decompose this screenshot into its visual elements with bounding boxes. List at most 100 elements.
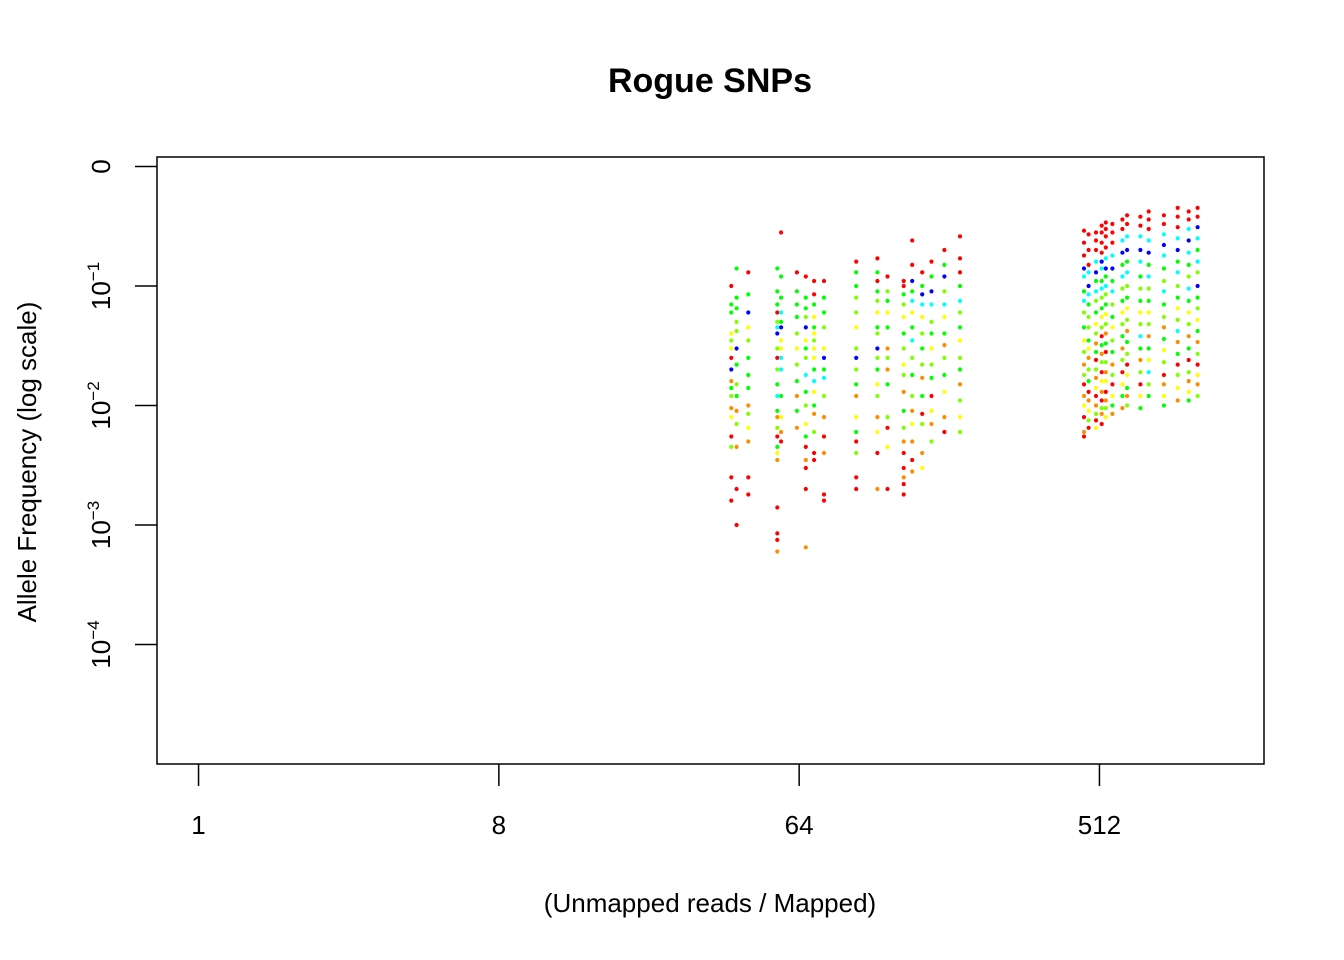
data-point bbox=[734, 486, 739, 492]
data-point bbox=[901, 283, 906, 289]
data-point bbox=[1120, 346, 1125, 351]
data-point bbox=[1195, 214, 1200, 219]
data-point bbox=[1161, 302, 1166, 307]
data-point bbox=[1138, 406, 1143, 411]
data-point bbox=[910, 298, 915, 303]
data-point bbox=[1110, 230, 1115, 235]
data-point bbox=[885, 382, 890, 387]
data-point bbox=[1086, 355, 1091, 360]
data-point bbox=[775, 531, 780, 536]
data-point bbox=[821, 367, 827, 372]
data-point bbox=[1099, 334, 1104, 339]
data-point bbox=[1099, 240, 1104, 245]
data-point bbox=[1086, 367, 1091, 372]
data-point bbox=[942, 331, 947, 336]
data-point bbox=[1125, 306, 1130, 311]
data-point bbox=[729, 393, 734, 399]
data-point bbox=[1138, 357, 1143, 363]
data-point bbox=[885, 425, 890, 430]
data-point bbox=[1195, 372, 1200, 378]
data-point bbox=[1103, 398, 1108, 403]
data-point bbox=[942, 372, 947, 378]
data-point bbox=[957, 234, 963, 239]
data-point bbox=[957, 367, 963, 372]
data-point bbox=[1125, 385, 1130, 391]
data-point bbox=[1081, 382, 1087, 387]
data-point bbox=[803, 421, 808, 427]
data-point bbox=[854, 475, 859, 480]
data-point bbox=[1099, 343, 1104, 348]
data-point bbox=[1103, 406, 1108, 411]
data-point bbox=[1110, 393, 1115, 399]
data-point bbox=[910, 372, 915, 378]
data-point bbox=[775, 457, 780, 463]
data-point bbox=[854, 325, 859, 330]
data-point bbox=[803, 403, 808, 408]
data-point bbox=[1125, 270, 1130, 275]
x-axis: 1 8 64 512 bbox=[191, 764, 1121, 840]
data-point bbox=[1146, 346, 1151, 351]
data-point bbox=[1086, 408, 1091, 413]
data-point bbox=[1120, 370, 1125, 375]
data-point bbox=[885, 486, 890, 492]
data-point bbox=[1086, 338, 1091, 343]
data-point bbox=[875, 310, 880, 315]
data-point bbox=[1195, 247, 1200, 253]
data-point bbox=[942, 429, 947, 435]
data-point bbox=[1093, 270, 1099, 275]
data-point bbox=[942, 247, 947, 253]
data-point bbox=[803, 346, 808, 351]
data-point bbox=[1086, 379, 1091, 384]
data-point bbox=[1120, 393, 1125, 399]
data-point bbox=[794, 393, 800, 399]
data-point bbox=[875, 450, 880, 456]
data-point bbox=[734, 295, 739, 300]
data-point bbox=[942, 415, 947, 420]
data-point bbox=[803, 306, 808, 311]
data-point bbox=[1161, 314, 1166, 320]
data-point bbox=[775, 346, 780, 351]
data-point bbox=[775, 367, 780, 372]
data-point bbox=[729, 310, 734, 315]
data-point bbox=[1175, 398, 1180, 403]
y-tick-label: 10−2 bbox=[84, 381, 116, 429]
data-point bbox=[885, 444, 890, 449]
data-point bbox=[821, 498, 827, 503]
data-point bbox=[812, 331, 817, 336]
data-point bbox=[854, 415, 859, 420]
data-point bbox=[1103, 274, 1108, 279]
data-point bbox=[1138, 334, 1143, 339]
data-point bbox=[854, 270, 859, 275]
data-point bbox=[1186, 262, 1191, 267]
data-point bbox=[910, 325, 915, 330]
x-axis-label: (Unmapped reads / Mapped) bbox=[544, 888, 876, 918]
data-point bbox=[1099, 259, 1104, 264]
data-point bbox=[1161, 403, 1166, 408]
data-point bbox=[729, 331, 734, 336]
data-point bbox=[1110, 240, 1115, 245]
data-point bbox=[920, 465, 925, 471]
data-point bbox=[920, 346, 925, 351]
data-point bbox=[812, 457, 817, 463]
data-point bbox=[1186, 389, 1191, 394]
data-point bbox=[942, 262, 947, 267]
data-point bbox=[821, 278, 827, 284]
data-point bbox=[775, 444, 780, 449]
data-point bbox=[854, 346, 859, 351]
data-point bbox=[1099, 306, 1104, 311]
data-point bbox=[775, 302, 780, 307]
data-point bbox=[910, 262, 915, 267]
data-point bbox=[1125, 317, 1130, 322]
data-point bbox=[1086, 325, 1091, 330]
data-point bbox=[1120, 217, 1125, 222]
data-point bbox=[775, 266, 780, 271]
data-point bbox=[1081, 325, 1087, 330]
data-point bbox=[942, 302, 947, 307]
data-point bbox=[729, 367, 734, 372]
data-point bbox=[942, 314, 947, 320]
data-point bbox=[1161, 360, 1166, 365]
data-point bbox=[957, 256, 963, 261]
data-point bbox=[1110, 314, 1115, 320]
data-point bbox=[1099, 325, 1104, 330]
data-point bbox=[1093, 331, 1099, 336]
